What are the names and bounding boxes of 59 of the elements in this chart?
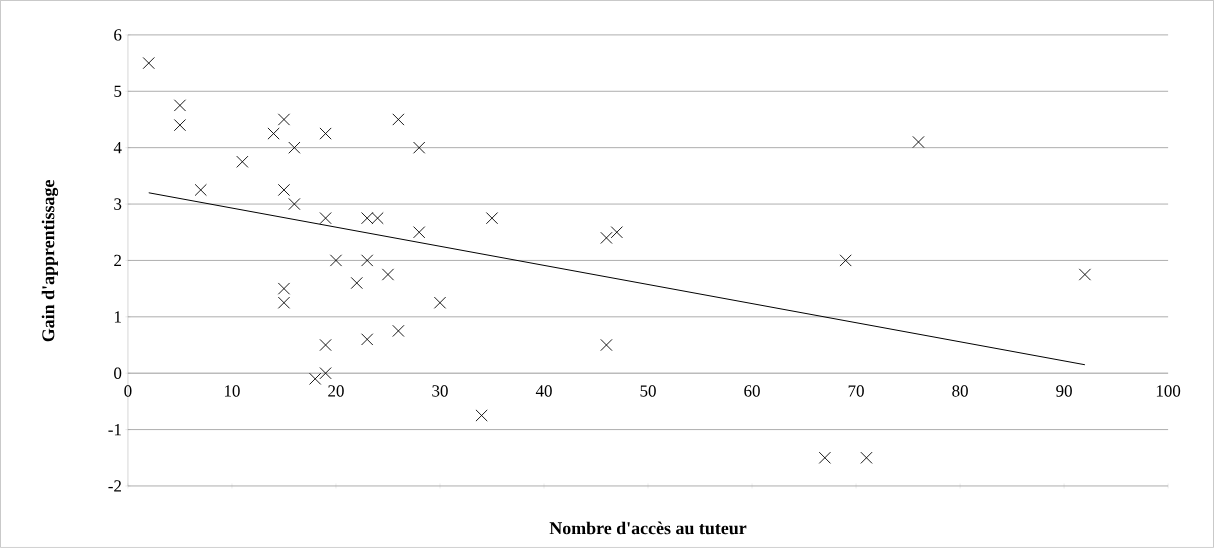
y-axis-title: Gain d'apprentissage bbox=[41, 180, 59, 342]
point bbox=[818, 451, 831, 464]
point bbox=[173, 119, 187, 132]
y-tick-label: -2 bbox=[108, 480, 121, 492]
x-tick-label: 90 bbox=[1056, 385, 1072, 397]
point bbox=[267, 127, 280, 140]
y-tick-label: 0 bbox=[114, 367, 122, 379]
x-tick-label: 60 bbox=[744, 385, 760, 397]
point bbox=[433, 296, 447, 309]
point bbox=[381, 268, 395, 281]
y-tick-label: 6 bbox=[114, 29, 122, 41]
point bbox=[413, 226, 426, 239]
point bbox=[288, 141, 301, 154]
point bbox=[319, 367, 332, 380]
x-tick-label: 70 bbox=[848, 385, 864, 397]
point bbox=[361, 333, 374, 346]
point bbox=[392, 324, 405, 338]
point bbox=[142, 57, 155, 70]
point bbox=[350, 276, 363, 290]
point bbox=[277, 113, 291, 126]
point bbox=[860, 451, 873, 464]
x-tick-label: 50 bbox=[640, 385, 656, 397]
point bbox=[413, 141, 426, 154]
x-tick-label: 100 bbox=[1156, 385, 1181, 397]
y-tick-label: -1 bbox=[108, 424, 121, 436]
point bbox=[319, 127, 332, 140]
x-tick-label: 20 bbox=[328, 385, 344, 397]
point bbox=[600, 231, 613, 245]
point bbox=[277, 282, 291, 295]
point bbox=[361, 254, 374, 267]
y-tick-label: 1 bbox=[114, 311, 121, 323]
x-tick-label: 30 bbox=[432, 385, 448, 397]
point bbox=[485, 212, 499, 225]
point bbox=[475, 409, 488, 422]
point bbox=[1078, 268, 1091, 281]
y-tick-label: 3 bbox=[114, 198, 122, 210]
x-axis-title: Nombre d'accès au tuteur bbox=[549, 521, 747, 535]
point bbox=[277, 183, 291, 197]
point bbox=[839, 254, 852, 267]
point bbox=[319, 338, 332, 352]
point bbox=[912, 135, 925, 149]
point bbox=[329, 254, 343, 267]
point bbox=[392, 113, 405, 126]
y-tick-label: 2 bbox=[114, 254, 121, 267]
x-tick-label: 0 bbox=[124, 385, 132, 397]
point bbox=[319, 212, 332, 225]
point bbox=[600, 338, 613, 352]
y-tick-label: 4 bbox=[113, 142, 122, 154]
point bbox=[236, 155, 249, 168]
point bbox=[194, 183, 207, 197]
x-tick-label: 40 bbox=[535, 385, 552, 397]
point bbox=[277, 296, 291, 309]
point bbox=[288, 198, 301, 211]
point bbox=[173, 99, 187, 112]
point bbox=[610, 226, 623, 239]
y-tick-label: 5 bbox=[114, 85, 122, 97]
x-tick-label: 80 bbox=[952, 385, 968, 397]
x-tick-label: 10 bbox=[224, 385, 240, 397]
point bbox=[309, 372, 322, 386]
